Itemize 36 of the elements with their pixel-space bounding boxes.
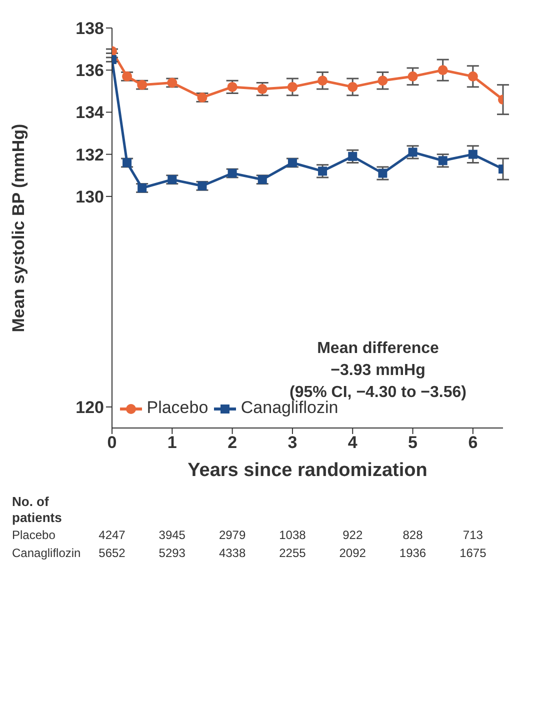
y-tick-label: 130 [76,187,104,206]
text: 3945 [158,528,186,542]
y-tick-label: 134 [76,103,105,122]
text: 4338 [218,546,247,560]
text: 5293 [158,546,186,560]
annotation: Mean difference [316,339,440,359]
x-tick-label: 0 [107,433,117,452]
text: 713 [462,528,484,542]
y-tick-label: 120 [76,398,104,417]
text: No. of patients [12,494,63,526]
text: 2979 [218,528,247,542]
text: 2255 [278,546,307,560]
x-tick-label: 3 [288,433,298,452]
y-tick-label: 136 [76,61,104,80]
x-tick-label: 6 [468,433,478,452]
legend-label: Placebo [146,398,208,418]
text: Placebo [12,528,56,542]
y-tick-label: 138 [76,19,104,38]
text: 2092 [338,546,367,560]
x-tick-label: 2 [228,433,238,452]
y-axis-title: Mean systolic BP (mmHg) [9,124,28,332]
x-tick-label: 1 [167,433,177,452]
text: 4247 [98,528,126,542]
x-axis-title: Years since randomization [186,460,428,482]
text: 922 [342,528,364,542]
x-tick-label: 4 [348,433,358,452]
text: 5652 [98,546,126,560]
text: 1675 [458,546,488,560]
annotation: (95% CI, −4.30 to −3.56) [290,383,468,401]
text: Canagliflozin [12,546,82,560]
text: 828 [402,528,424,542]
x-tick-label: 5 [408,433,418,452]
text: 1038 [278,528,307,542]
text: 1936 [398,546,428,560]
y-tick-label: 132 [76,145,104,164]
annotation: −3.93 mmHg [330,361,426,381]
